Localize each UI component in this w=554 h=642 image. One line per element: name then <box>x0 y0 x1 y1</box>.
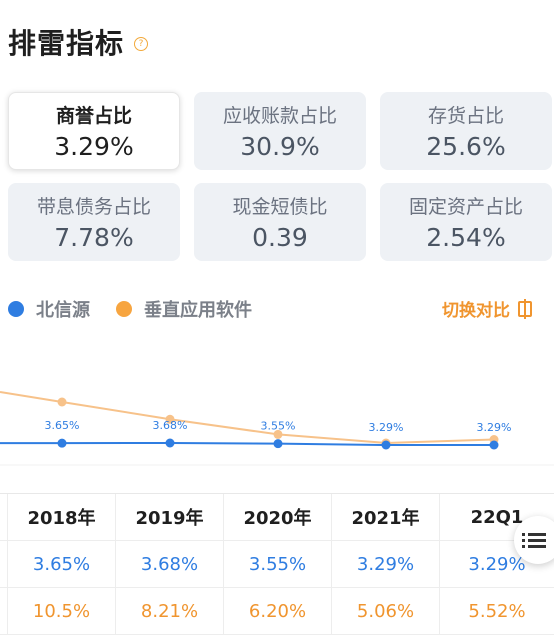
chart-legend: 北信源 垂直应用软件 <box>8 296 278 322</box>
blue-dot-icon <box>8 301 24 317</box>
company-point <box>381 440 391 450</box>
table-cell: 6.20% <box>224 588 332 634</box>
metric-card-receivables[interactable]: 应收账款占比 30.9% <box>194 92 366 170</box>
industry-point <box>165 414 175 424</box>
switch-compare-button[interactable]: 切换对比 <box>442 296 532 321</box>
table-cell: 5.06% <box>332 588 440 634</box>
company-point <box>165 438 175 448</box>
metric-value: 7.78% <box>54 223 134 252</box>
table-cell: 3.29% <box>332 541 440 587</box>
company-point <box>57 438 67 448</box>
legend-label: 北信源 <box>36 300 90 321</box>
metric-value: 2.54% <box>426 223 506 252</box>
metric-card-goodwill[interactable]: 商誉占比 3.29% <box>8 92 180 170</box>
company-data-label: 3.65% <box>45 419 80 432</box>
table-cell: 3.65% <box>8 541 116 587</box>
table-row-company: 3.65% 3.68% 3.55% 3.29% 3.29% <box>0 541 554 588</box>
table-lead-cell <box>0 494 8 540</box>
table-header-row: 2018年 2019年 2020年 2021年 22Q1 <box>0 494 554 541</box>
company-data-label: 3.29% <box>477 421 512 434</box>
metric-label: 带息债务占比 <box>36 196 151 218</box>
industry-point <box>273 429 283 439</box>
metric-card-interest-debt[interactable]: 带息债务占比 7.78% <box>8 183 180 261</box>
legend-item-company[interactable]: 北信源 <box>8 296 90 322</box>
metric-label: 应收账款占比 <box>222 105 337 127</box>
table-lead-cell <box>0 541 8 587</box>
company-data-label: 3.55% <box>261 420 296 433</box>
company-data-label: 3.68% <box>153 419 188 432</box>
metric-value: 25.6% <box>426 132 506 161</box>
metric-label: 商誉占比 <box>55 105 132 127</box>
question-circle-icon[interactable]: ? <box>134 37 149 51</box>
table-cell: 3.68% <box>116 541 224 587</box>
switch-icon <box>518 298 532 319</box>
company-point <box>489 440 499 450</box>
company-data-label: 3.29% <box>369 421 404 434</box>
company-series-line <box>0 441 494 446</box>
legend-item-industry[interactable]: 垂直应用软件 <box>116 296 252 322</box>
table-cell: 3.55% <box>224 541 332 587</box>
table-lead-cell <box>0 588 8 634</box>
table-cell: 10.5% <box>8 588 116 634</box>
table-cell: 2020年 <box>224 494 332 540</box>
metric-value: 0.39 <box>252 223 308 252</box>
data-table: 2018年 2019年 2020年 2021年 22Q1 3.65% 3.68% 3.55%… <box>0 493 554 635</box>
section-title: 排雷指标 <box>8 27 125 60</box>
section-header: 排雷指标 ? <box>8 22 149 62</box>
metric-value: 3.29% <box>54 132 134 161</box>
table-cell: 2021年 <box>332 494 440 540</box>
orange-dot-icon <box>116 301 132 317</box>
metric-value: 30.9% <box>240 132 320 161</box>
company-point <box>273 439 283 449</box>
industry-series-line <box>0 391 495 445</box>
table-cell: 2019年 <box>116 494 224 540</box>
metric-card-cash-short-debt[interactable]: 现金短债比 0.39 <box>194 183 366 261</box>
list-icon <box>522 530 546 551</box>
table-row-industry: 10.5% 8.21% 6.20% 5.06% 5.52% <box>0 588 554 635</box>
legend-label: 垂直应用软件 <box>144 300 252 321</box>
table-cell: 8.21% <box>116 588 224 634</box>
metric-label: 存货占比 <box>427 105 504 127</box>
table-cell: 3.29% <box>468 553 526 575</box>
menu-button[interactable] <box>514 516 554 564</box>
metric-label: 现金短债比 <box>232 196 328 218</box>
metric-card-inventory[interactable]: 存货占比 25.6% <box>380 92 552 170</box>
metric-card-fixed-assets[interactable]: 固定资产占比 2.54% <box>380 183 552 261</box>
line-chart: 3.65% 3.68% 3.55% 3.29% 3.29% <box>0 391 554 466</box>
table-cell: 22Q1 <box>470 506 524 528</box>
industry-point <box>57 397 67 407</box>
table-cell: 2018年 <box>8 494 116 540</box>
switch-label: 切换对比 <box>442 301 510 321</box>
table-cell: 5.52% <box>468 600 526 622</box>
metric-label: 固定资产占比 <box>408 196 523 218</box>
